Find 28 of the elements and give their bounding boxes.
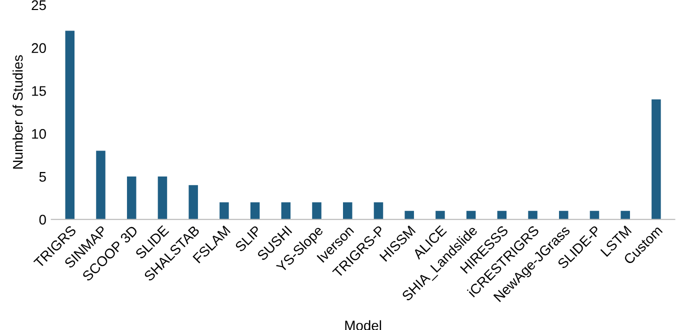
bar bbox=[96, 150, 106, 220]
y-axis-title: Number of Studies bbox=[12, 55, 23, 169]
bar bbox=[497, 210, 507, 220]
bar bbox=[312, 202, 322, 220]
bar bbox=[65, 30, 75, 220]
bar bbox=[126, 176, 136, 220]
bar bbox=[374, 202, 384, 220]
y-tick-label: 10 bbox=[32, 128, 46, 139]
bar bbox=[342, 202, 352, 220]
y-tick-label: 5 bbox=[39, 172, 46, 182]
bar bbox=[281, 202, 291, 220]
bar bbox=[590, 210, 600, 220]
bar bbox=[652, 99, 661, 220]
bar bbox=[250, 202, 260, 220]
y-tick-label: 25 bbox=[32, 0, 46, 10]
bar bbox=[559, 210, 568, 220]
y-tick-label: 0 bbox=[39, 214, 46, 225]
y-tick-label: 20 bbox=[32, 43, 46, 54]
x-axis-title: Model bbox=[345, 320, 382, 330]
bar bbox=[436, 210, 445, 220]
bar bbox=[404, 210, 414, 220]
bar bbox=[158, 176, 168, 220]
bar bbox=[188, 185, 198, 220]
y-tick-label: 15 bbox=[32, 86, 46, 96]
bar bbox=[528, 210, 538, 220]
bar bbox=[620, 210, 630, 220]
bar bbox=[466, 210, 476, 220]
bar bbox=[220, 202, 229, 220]
